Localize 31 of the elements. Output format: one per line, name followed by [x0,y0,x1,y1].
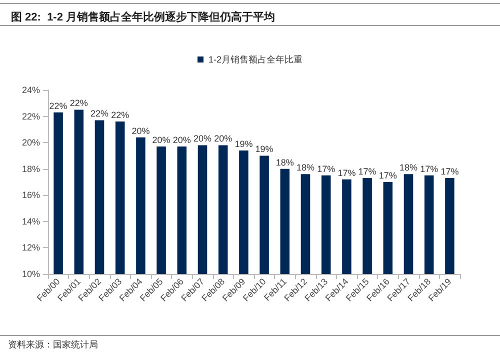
data-label: 18% [399,162,418,173]
data-label: 18% [276,157,294,168]
data-label: 22% [70,98,88,108]
y-tick-label: 22% [22,111,40,122]
data-label: 19% [234,138,253,149]
y-tick-label: 14% [22,216,40,226]
data-label: 17% [378,170,397,180]
legend-label: 1-2月销售额占全年比重 [208,54,303,64]
data-label: 17% [358,166,376,177]
data-label: 17% [440,166,459,177]
data-label: 20% [172,135,191,146]
y-tick-label: 16% [22,190,40,200]
data-label: 18% [296,162,315,173]
y-tick-label: 24% [22,85,40,95]
data-label: 19% [255,144,274,154]
data-label: 20% [193,134,212,144]
y-tick-label: 12% [22,242,40,253]
data-label: 20% [152,135,170,146]
chart-title: 图 22: 1-2 月销售额占全年比例逐步下降但仍高于平均 [11,10,276,24]
data-label: 20% [132,126,150,136]
text: 资料来源：国家统计局 [8,340,98,350]
y-tick-label: 20% [22,138,40,148]
data-label: 17% [338,168,356,178]
data-label: 22% [111,110,130,120]
y-tick-label: 10% [22,269,40,279]
data-label: 20% [214,134,232,144]
data-label: 22% [49,100,68,111]
y-tick-label: 18% [22,164,40,174]
data-label: 22% [90,108,109,119]
data-label: 17% [317,164,336,174]
data-label: 17% [420,164,438,174]
